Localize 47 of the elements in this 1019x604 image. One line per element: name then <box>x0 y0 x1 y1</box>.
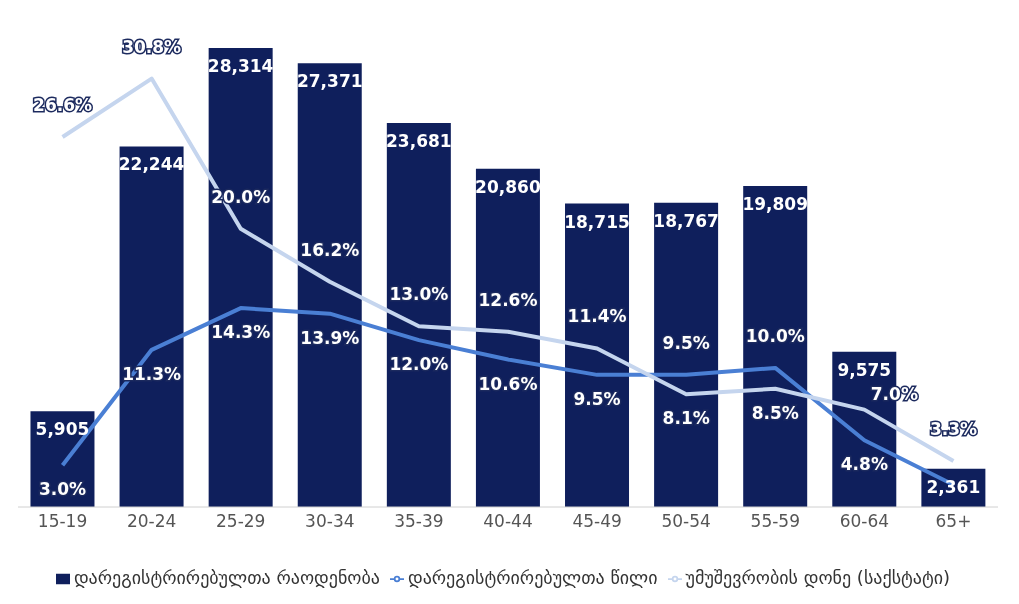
data-label: 13.0% <box>389 284 449 305</box>
data-label: 3.0% <box>38 479 87 500</box>
data-label: 10.6% <box>478 373 538 394</box>
data-label: 10.0% <box>745 325 805 346</box>
data-label: 16.2% <box>300 239 360 260</box>
legend-label: უმუშევრობის დონე (საქსტატი) <box>685 567 951 588</box>
x-tick-label: 45-49 <box>572 511 622 532</box>
x-tick-label: 60-64 <box>839 511 890 532</box>
data-label: 9,575 <box>837 359 892 380</box>
data-label: 14.3% <box>211 322 271 343</box>
x-tick-label: 25-29 <box>216 511 266 532</box>
data-label: 11.4% <box>567 306 627 327</box>
x-tick-label: 35-39 <box>394 511 444 532</box>
x-tick-label: 15-19 <box>37 511 88 532</box>
legend-label: დარეგისტრირებულთა რაოდენობა <box>73 567 380 588</box>
data-label: 4.8% <box>840 454 888 475</box>
data-label: 23,681 <box>386 131 452 152</box>
x-tick-label: 55-59 <box>750 511 800 532</box>
data-label: 9.5% <box>573 388 621 409</box>
data-label: 12.0% <box>389 354 449 375</box>
x-tick-label: 30-34 <box>305 511 355 532</box>
data-label: 27,371 <box>296 71 363 92</box>
data-label: 8.1% <box>662 408 710 429</box>
bar <box>208 48 273 507</box>
x-tick-label: 20-24 <box>126 511 177 532</box>
x-tick-label: 40-44 <box>483 511 533 532</box>
data-label: 9.5% <box>662 332 710 353</box>
data-label: 11.3% <box>122 363 182 384</box>
x-tick-label: 50-54 <box>661 511 711 532</box>
data-label: 13.9% <box>300 327 360 348</box>
data-label: 22,244 <box>118 154 185 175</box>
data-label: 28,314 <box>207 56 274 76</box>
data-label: 26.6% <box>33 95 93 116</box>
data-label: 19,809 <box>742 193 808 214</box>
data-label: 2,361 <box>926 476 981 497</box>
data-label: 30.8% <box>122 36 182 57</box>
data-label: 18,767 <box>653 210 719 231</box>
legend-label: დარეგისტრირებულთა წილი <box>407 567 658 588</box>
data-label: 8.5% <box>751 402 799 423</box>
data-label: 20,860 <box>475 176 541 197</box>
data-label: 3.3% <box>929 419 978 440</box>
bar <box>297 63 362 507</box>
x-tick-label: 65+ <box>935 511 972 532</box>
data-label: 5,905 <box>35 419 90 440</box>
data-label: 18,715 <box>564 211 630 232</box>
data-label: 12.6% <box>478 289 538 310</box>
bar <box>119 146 184 507</box>
